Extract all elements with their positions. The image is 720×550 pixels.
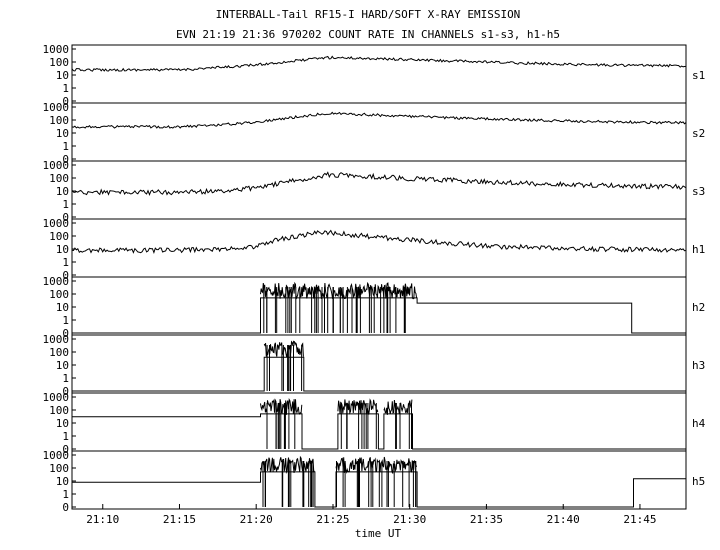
y-tick-label: 0 <box>62 211 69 224</box>
panel-frame-h3 <box>71 334 687 394</box>
x-tick-label: 21:10 <box>86 513 119 526</box>
x-tick-label: 21:30 <box>393 513 426 526</box>
y-tick-label: 100 <box>49 172 69 185</box>
channel-label-s3: s3 <box>692 185 705 198</box>
channel-label-h5: h5 <box>692 475 705 488</box>
y-tick-label: 1000 <box>43 217 70 230</box>
noise-burst-h4 <box>383 399 413 449</box>
y-tick-label: 1000 <box>43 275 70 288</box>
y-tick-label: 0 <box>62 269 69 282</box>
y-tick-label: 1 <box>62 430 69 443</box>
y-tick-label: 10 <box>56 475 69 488</box>
y-tick-label: 10 <box>56 185 69 198</box>
panel-frame-h5 <box>71 450 687 510</box>
series-line-h1 <box>71 229 687 254</box>
y-tick-label: 0 <box>62 327 69 340</box>
y-tick-label: 1 <box>62 314 69 327</box>
y-tick-label: 100 <box>49 404 69 417</box>
y-tick-label: 100 <box>49 462 69 475</box>
y-tick-label: 1 <box>62 488 69 501</box>
y-tick-label: 10 <box>56 301 69 314</box>
panel-frame-h1 <box>71 218 687 278</box>
y-tick-label: 10 <box>56 243 69 256</box>
y-tick-label: 1000 <box>43 101 70 114</box>
y-tick-label: 100 <box>49 114 69 127</box>
series-line-s1 <box>71 55 687 72</box>
y-tick-label: 10 <box>56 359 69 372</box>
channel-label-s1: s1 <box>692 69 705 82</box>
y-tick-label: 1000 <box>43 333 70 346</box>
y-tick-label: 100 <box>49 56 69 69</box>
noise-burst-h2 <box>260 281 418 333</box>
y-tick-label: 1000 <box>43 159 70 172</box>
series-line-h4 <box>72 413 686 450</box>
series-line-s3 <box>71 171 687 196</box>
panel-frame-s1 <box>71 44 687 104</box>
noise-burst-h3 <box>263 340 304 391</box>
y-tick-label: 100 <box>49 346 69 359</box>
x-tick-label: 21:15 <box>163 513 196 526</box>
y-tick-label: 0 <box>62 95 69 108</box>
y-tick-label: 1 <box>62 82 69 95</box>
series-line-s2 <box>71 111 687 129</box>
noise-burst-h5 <box>335 456 417 507</box>
y-tick-label: 1000 <box>43 449 70 462</box>
channel-label-h3: h3 <box>692 359 705 372</box>
channel-label-h4: h4 <box>692 417 706 430</box>
y-tick-label: 0 <box>62 443 69 456</box>
panel-frame-s3 <box>71 160 687 220</box>
channel-label-h2: h2 <box>692 301 705 314</box>
channel-label-s2: s2 <box>692 127 705 140</box>
y-tick-label: 100 <box>49 288 69 301</box>
y-tick-label: 1 <box>62 140 69 153</box>
noise-burst-h4 <box>260 397 303 449</box>
y-tick-label: 10 <box>56 69 69 82</box>
y-tick-label: 0 <box>62 385 69 398</box>
y-tick-label: 0 <box>62 153 69 166</box>
noise-burst-h4 <box>337 398 379 449</box>
x-tick-label: 21:35 <box>470 513 503 526</box>
y-tick-label: 1 <box>62 372 69 385</box>
panel-frame-h4 <box>71 392 687 452</box>
y-tick-label: 10 <box>56 417 69 430</box>
noise-burst-h5 <box>260 455 315 507</box>
y-tick-label: 1 <box>62 198 69 211</box>
x-axis: 21:10 21:15 21:20 21:25 21:30 21:35 21:40 21:45 <box>86 504 657 526</box>
x-tick-label: 21:25 <box>316 513 349 526</box>
x-tick-label: 21:20 <box>240 513 273 526</box>
panel-frame-h2 <box>71 276 687 336</box>
y-tick-label: 10 <box>56 127 69 140</box>
x-tick-label: 21:45 <box>623 513 656 526</box>
series-line-h2 <box>72 297 686 334</box>
series-line-h3 <box>72 356 686 392</box>
y-tick-label: 100 <box>49 230 69 243</box>
channel-label-h1: h1 <box>692 243 705 256</box>
chart-title: INTERBALL-Tail RF15-I HARD/SOFT X-RAY EM… <box>216 8 521 21</box>
panels-group: 10001001010s110001001010s210001001010s31… <box>43 43 706 514</box>
panel-frame-s2 <box>71 102 687 162</box>
chart-subtitle: EVN 21:19 21:36 970202 COUNT RATE IN CHA… <box>176 28 560 41</box>
x-tick-label: 21:40 <box>547 513 580 526</box>
y-tick-label: 1000 <box>43 391 70 404</box>
x-axis-label: time UT <box>355 527 402 540</box>
y-tick-label: 0 <box>62 501 69 514</box>
y-tick-label: 1 <box>62 256 69 269</box>
y-tick-label: 1000 <box>43 43 70 56</box>
